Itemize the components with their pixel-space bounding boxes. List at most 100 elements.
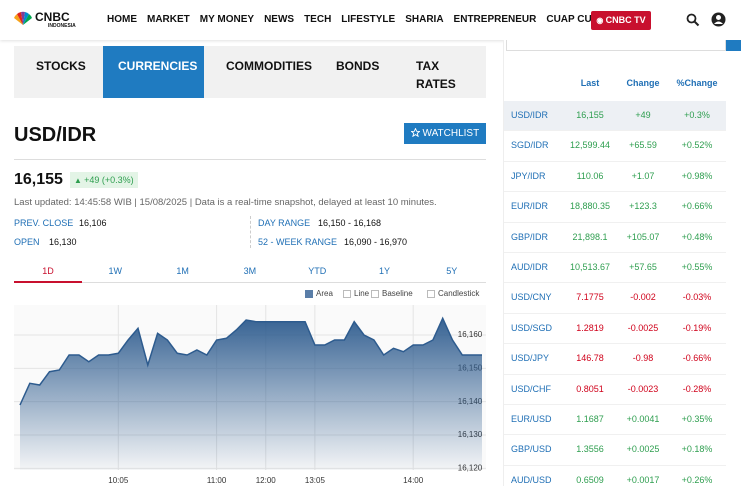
cell-value: +123.3 [629,201,657,212]
market-tab[interactable]: TAX RATES [416,59,456,91]
chart-option[interactable]: Line [343,289,369,298]
watchlist-button[interactable]: WATCHLIST [404,123,486,144]
nav-item[interactable]: SHARIA [405,14,444,25]
cell-value: 16,155 [576,110,604,120]
stat-value: 16,090 - 16,970 [344,237,408,247]
stat-value: 16,150 - 16,168 [318,218,382,228]
row-divider [504,282,726,284]
stat-label: 52 - WEEK RANGE [258,237,338,247]
cell-value: +0.48% [681,231,713,242]
row-divider [504,464,726,466]
option-box [371,289,379,298]
nav-item[interactable]: MARKET [147,14,190,25]
search-icon[interactable] [686,13,700,27]
cell-value: -0.66% [682,353,712,364]
pair[interactable]: USD/SGD [511,322,553,333]
row-divider [504,312,726,314]
range-tab[interactable]: 3M [243,266,257,276]
market-tab[interactable]: BONDS [336,59,380,73]
search-box[interactable] [506,40,726,51]
range-tab[interactable]: 1D [42,266,54,276]
nav-item[interactable]: ENTREPRENEUR [453,14,537,25]
stat-value: 16,106 [79,218,107,228]
chart-option[interactable]: Baseline [371,289,413,298]
cell-value: +0.0041 [626,414,660,424]
cell-value: 1.1687 [576,414,604,424]
watchlist-label: WATCHLIST [422,128,480,139]
cell-value: +0.0025 [626,444,660,455]
cell-value: +0.98% [681,170,713,181]
cell-value: 7.1775 [576,292,604,303]
row-divider [504,160,726,162]
chart-option[interactable]: Candlestick [427,289,479,298]
market-tabs: STOCKS CURRENCIES COMMODITIES BONDS TAX RATE… [14,46,486,98]
pair[interactable]: EUR/IDR [511,201,549,212]
range-tab[interactable]: 1W [108,266,123,276]
cell-value: +57.65 [629,262,657,272]
x-tick-label: 11:00 [207,476,227,485]
cell-value: -0.0023 [627,383,659,394]
cell-value: 0.6509 [576,474,604,485]
nav-item[interactable]: MY MONEY [199,14,255,25]
row-divider [504,343,726,345]
pair[interactable]: GBP/IDR [511,231,549,242]
table-header: Change [626,78,660,88]
nav-item[interactable]: TECH [304,14,332,25]
market-tab[interactable]: CURRENCIES [103,46,204,98]
market-tab[interactable]: COMMODITIES [226,59,312,73]
range-tab[interactable]: 1M [176,266,189,276]
market-tab[interactable]: STOCKS [36,59,86,73]
pair[interactable]: USD/IDR [511,110,549,120]
cell-value: +0.0017 [626,474,660,485]
row-divider [504,221,726,223]
option-label: Line [354,289,370,298]
cell-value: -0.03% [682,292,712,303]
pair[interactable]: USD/JPY [511,353,550,364]
cell-value: 110.06 [576,170,604,181]
row-divider [504,404,726,405]
range-tab[interactable]: 5Y [446,266,458,276]
stat-label: PREV. CLOSE [14,218,74,228]
pair[interactable]: AUD/USD [511,474,552,485]
option-box [343,289,351,298]
cell-value: -0.002 [630,292,656,303]
cell-value: 12,599.44 [569,140,611,151]
user-icon[interactable] [711,12,726,27]
cell-value: +105.07 [626,231,660,242]
up-arrow: ▲ [74,176,85,185]
stat-value: 16,130 [49,237,77,247]
nav-item[interactable]: HOME [107,14,137,25]
range-tab[interactable]: YTD [308,266,327,276]
cell-value: +0.35% [681,414,713,424]
search-button[interactable] [726,40,741,51]
nav-item[interactable]: NEWS [264,14,295,25]
pair[interactable]: SGD/IDR [511,140,549,151]
table-header: %Change [676,78,718,88]
cell-value: -0.19% [682,322,712,333]
tv-button[interactable]: ◉ CNBC TV [591,11,651,30]
cell-value: 18,880.35 [569,201,611,212]
chart-option[interactable]: Area [305,289,333,298]
cell-value: -0.0025 [627,322,659,333]
cell-value: +0.3% [684,110,710,120]
nav-item[interactable]: LIFESTYLE [341,14,396,25]
cell-value: -0.98 [632,353,654,364]
pair[interactable]: JPY/IDR [511,170,546,181]
row-highlight [504,101,726,130]
pair[interactable]: EUR/USD [511,414,552,424]
cell-value: +1.07 [631,170,655,181]
cell-value: 0.8051 [576,383,604,394]
range-tab[interactable]: 1Y [378,266,390,276]
option-box [305,289,313,298]
pair[interactable]: USD/CNY [511,292,552,303]
pair[interactable]: AUD/IDR [511,262,549,272]
logo-sub: INDONESIA [48,23,76,29]
x-tick-label: 10:05 [108,476,129,485]
pair[interactable]: USD/CHF [511,383,551,394]
pair[interactable]: GBP/USD [511,444,552,455]
logo[interactable]: CNBC [35,10,70,24]
row-divider [504,434,726,436]
row-divider [504,252,726,253]
cell-value: 21,898.1 [572,231,608,242]
